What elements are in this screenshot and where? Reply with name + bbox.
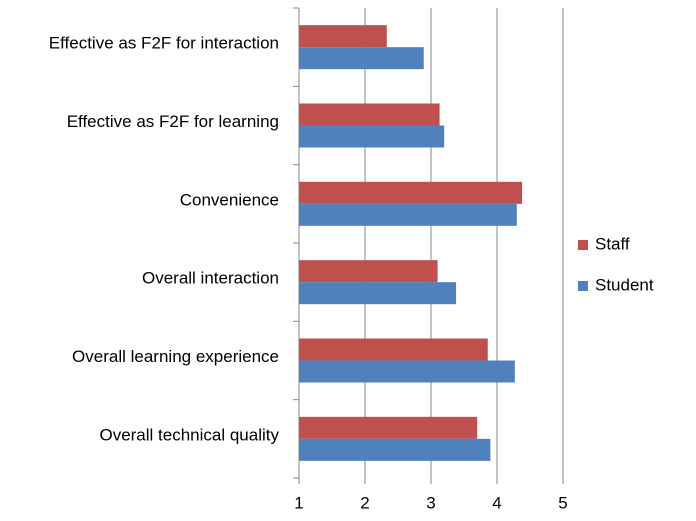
bar	[299, 125, 445, 148]
x-tick-label: 1	[294, 493, 303, 512]
bar	[299, 338, 488, 361]
legend-swatch	[578, 240, 588, 250]
bar	[299, 25, 387, 48]
bar	[299, 360, 515, 383]
bar	[299, 260, 438, 283]
y-tick-label: Effective as F2F for learning	[67, 112, 279, 131]
legend-label: Staff	[595, 234, 630, 253]
x-tick-label: 2	[360, 493, 369, 512]
y-tick-label: Convenience	[180, 190, 279, 209]
x-tick-label: 3	[426, 493, 435, 512]
bar	[299, 47, 424, 70]
y-tick-label: Overall learning experience	[72, 347, 279, 366]
bar	[299, 103, 440, 126]
bar	[299, 282, 457, 305]
y-tick-label: Effective as F2F for interaction	[49, 34, 279, 53]
x-tick-label: 5	[558, 493, 567, 512]
bar	[299, 203, 517, 226]
bar	[299, 438, 491, 461]
y-tick-label: Overall technical quality	[99, 425, 279, 444]
legend-swatch	[578, 281, 588, 291]
legend-label: Student	[595, 275, 654, 294]
x-tick-label: 4	[492, 493, 501, 512]
bar	[299, 181, 523, 204]
y-tick-label: Overall interaction	[142, 269, 279, 288]
bar	[299, 416, 478, 439]
